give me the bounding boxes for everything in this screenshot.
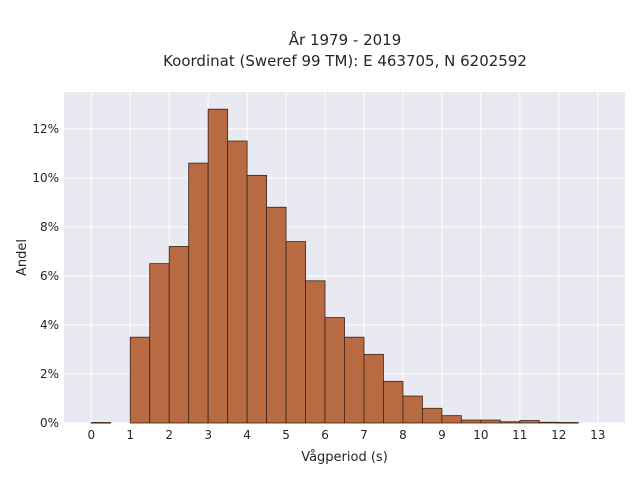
x-axis-label: Vågperiod (s) [301,450,388,465]
histogram-bar [207,108,229,424]
x-tick-label: 13 [590,428,605,442]
x-tick-label: 5 [282,428,290,442]
histogram-bar [363,353,384,424]
histogram-bar [129,336,151,424]
y-tick-label: 0% [40,416,59,430]
histogram-bar [324,317,345,424]
y-tick-label: 8% [40,220,59,234]
x-tick-label: 1 [126,428,134,442]
chart-subtitle: Koordinat (Sweref 99 TM): E 463705, N 62… [163,52,527,70]
x-tick-label: 2 [165,428,173,442]
x-tick-label: 3 [204,428,212,442]
histogram-bar [519,420,540,424]
x-tick-label: 6 [321,428,329,442]
chart-title: År 1979 - 2019 [289,30,402,49]
x-tick-label: 0 [87,428,95,442]
histogram-bar [499,421,521,424]
histogram-bar [383,380,404,424]
y-tick-label: 6% [40,269,59,283]
x-tick-label: 12 [551,428,566,442]
histogram-bar [344,336,365,424]
histogram-bar [149,263,170,424]
histogram-bar [188,162,209,424]
x-tick-label: 11 [512,428,527,442]
x-tick-label: 8 [399,428,407,442]
x-axis-ticks: 0 1 2 3 4 5 6 7 8 9 10 11 12 13 [87,428,605,442]
histogram-bar [441,415,462,424]
y-tick-label: 4% [40,318,59,332]
histogram-bars [90,108,579,424]
histogram-bar [402,395,423,424]
x-tick-label: 10 [473,428,488,442]
histogram-bar [422,407,443,424]
y-tick-label: 12% [32,122,59,136]
histogram-bar [246,174,267,424]
histogram-bar [558,422,579,424]
x-tick-label: 4 [243,428,251,442]
histogram-bar [90,422,112,424]
y-tick-label: 2% [40,367,59,381]
y-axis-label: Andel [15,239,30,276]
histogram-bar [227,140,248,424]
histogram-bar [285,241,306,424]
x-tick-label: 9 [438,428,446,442]
histogram-bar [168,246,190,424]
histogram-bar [266,206,287,424]
histogram-bar [538,421,560,424]
x-tick-label: 7 [360,428,368,442]
y-tick-label: 10% [32,171,59,185]
histogram-bar [480,419,501,424]
histogram-bar [460,419,482,424]
y-axis-ticks: 0% 2% 4% 6% 8% 10% 12% [32,122,59,430]
histogram-bar [305,280,326,424]
